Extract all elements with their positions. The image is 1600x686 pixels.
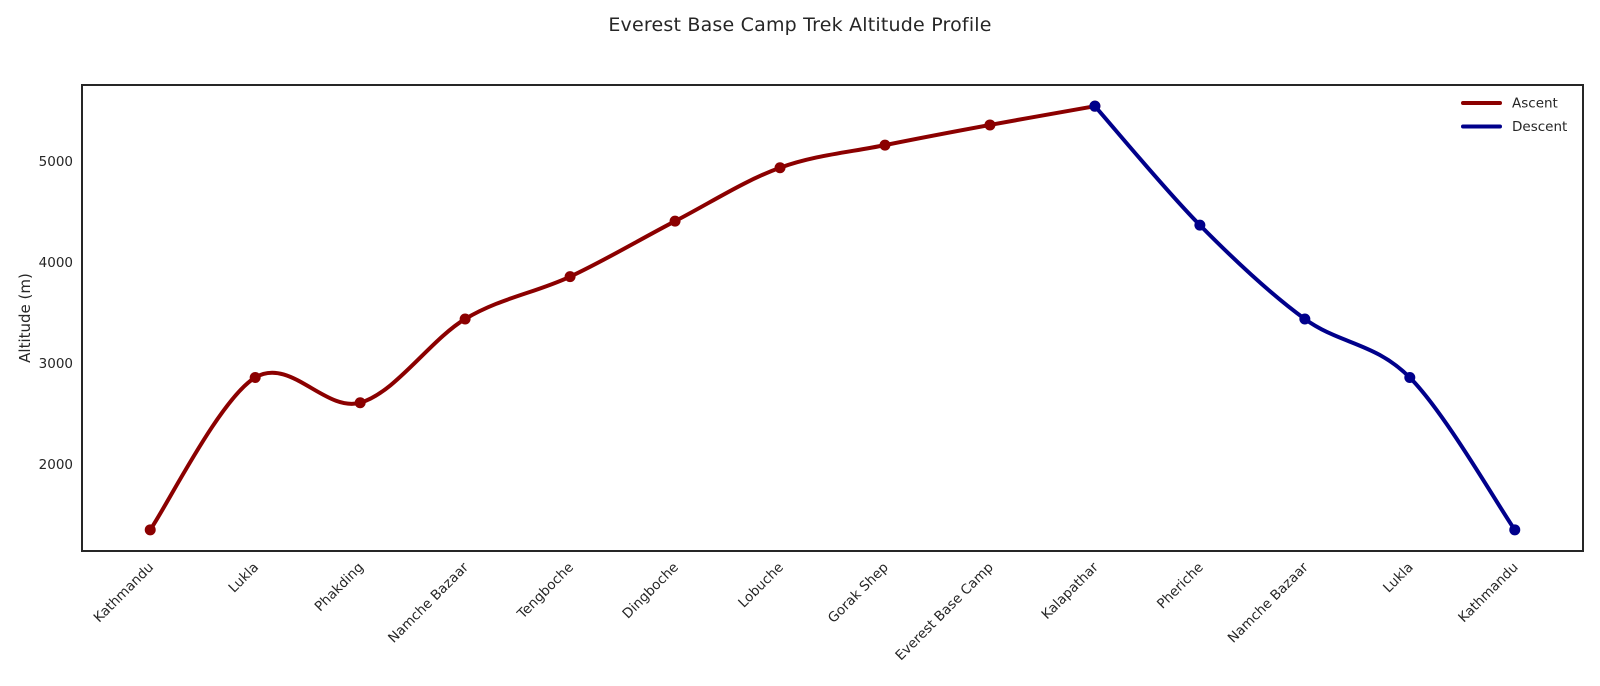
data-point-ascent [774,162,786,174]
x-tick-label: Pheriche [1154,560,1207,613]
data-point-ascent [459,313,471,325]
y-tick-label: 3000 [39,356,73,372]
x-tick-label: Dingboche [619,560,682,623]
chart-title: Everest Base Camp Trek Altitude Profile [608,14,992,36]
data-point-descent [1194,219,1206,231]
data-point-ascent [249,372,261,384]
data-point-ascent [879,139,891,151]
data-point-ascent [984,119,996,131]
legend-label-ascent: Ascent [1512,96,1558,112]
x-tick-label: Lukla [225,560,262,597]
data-point-descent [1404,372,1416,384]
x-tick-label: Gorak Shep [825,560,892,627]
series-line-ascent [148,104,1097,532]
x-tick-label: Namche Bazaar [385,559,472,646]
data-point-ascent [354,397,366,409]
x-tick-label: Kathmandu [1455,560,1521,626]
x-tick-label: Namche Bazaar [1225,559,1312,646]
y-tick-label: 2000 [39,457,73,473]
x-tick-label: Kalapathar [1038,559,1102,623]
x-tick-label: Everest Base Camp [892,560,996,664]
data-point-ascent [144,524,156,536]
data-point-ascent [669,215,681,227]
y-axis-label: Altitude (m) [16,273,34,363]
data-point-descent [1299,313,1311,325]
data-point-ascent [564,271,576,283]
x-tick-label: Tengboche [514,560,577,623]
x-tick-label: Phakding [312,560,367,615]
x-tick-label: Lobuche [735,560,787,612]
x-tick-label: Lukla [1380,560,1417,597]
y-tick-label: 4000 [39,255,73,271]
y-tick-label: 5000 [39,154,73,170]
legend-label-descent: Descent [1512,119,1567,135]
plot-border [81,84,1584,552]
data-point-descent [1509,524,1521,536]
data-point-descent [1089,100,1101,112]
x-tick-label: Kathmandu [91,560,157,626]
